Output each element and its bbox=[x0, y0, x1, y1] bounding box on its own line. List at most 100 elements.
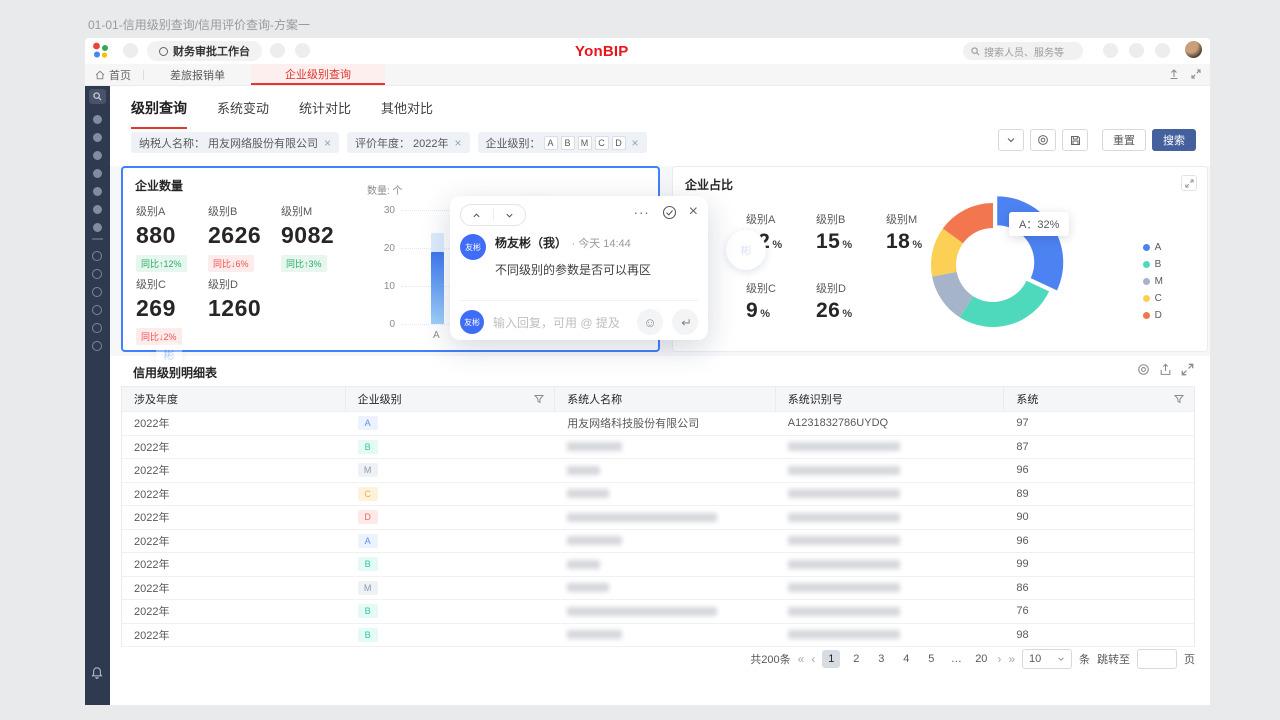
page-size-select[interactable]: 10 bbox=[1022, 649, 1072, 669]
expand-card-icon[interactable] bbox=[1181, 175, 1197, 191]
sidebar-app-icon[interactable] bbox=[92, 323, 102, 333]
stat-value: 26% bbox=[816, 299, 853, 322]
reset-button[interactable]: 重置 bbox=[1102, 129, 1146, 151]
donut-slice-C[interactable] bbox=[931, 228, 964, 277]
page-5[interactable]: 5 bbox=[928, 653, 935, 665]
column-label: 企业级别 bbox=[357, 394, 402, 406]
table-row[interactable]: 2022年 C 89 bbox=[122, 482, 1194, 506]
first-page-button[interactable]: « bbox=[797, 652, 805, 666]
next-page-button[interactable]: › bbox=[997, 652, 1002, 666]
legend-item-B[interactable]: B bbox=[1142, 256, 1163, 273]
search-button[interactable]: 搜索 bbox=[1152, 129, 1196, 151]
legend-item-C[interactable]: C bbox=[1142, 290, 1163, 307]
filter-settings-button[interactable] bbox=[1030, 129, 1056, 151]
table-row[interactable]: 2022年 D 90 bbox=[122, 506, 1194, 530]
table-row[interactable]: 2022年 A 用友网络科技股份有限公司 A1231832786UYDQ 97 bbox=[122, 412, 1194, 436]
filter-chip-level[interactable]: 企业级别： A B M C D × bbox=[477, 132, 647, 153]
sidebar-app-icon[interactable] bbox=[92, 251, 102, 261]
page-1[interactable]: 1 bbox=[822, 650, 841, 668]
tab-home[interactable]: 首页 bbox=[85, 64, 143, 85]
sidebar-app-icon[interactable] bbox=[92, 305, 102, 315]
table-row[interactable]: 2022年 B 87 bbox=[122, 435, 1194, 459]
sidebar-app-icon[interactable] bbox=[93, 151, 102, 160]
user-avatar[interactable] bbox=[1185, 41, 1202, 58]
more-actions-icon[interactable]: ··· bbox=[633, 204, 650, 220]
chip-remove-icon[interactable]: × bbox=[454, 135, 462, 150]
page-tab-统计对比[interactable]: 统计对比 bbox=[299, 101, 352, 116]
notification-bell-icon[interactable] bbox=[90, 666, 104, 680]
prev-page-button[interactable]: ‹ bbox=[811, 652, 816, 666]
stat-级别M: 级别M 9082 同比↑3% bbox=[281, 203, 334, 272]
cell-level: B bbox=[346, 600, 556, 623]
sidebar-app-icon[interactable] bbox=[93, 187, 102, 196]
fullscreen-icon[interactable] bbox=[1190, 68, 1202, 80]
chip-remove-icon[interactable]: × bbox=[631, 135, 639, 150]
sidebar-app-icon[interactable] bbox=[93, 115, 102, 124]
header-icon-placeholder[interactable] bbox=[295, 43, 310, 58]
table-row[interactable]: 2022年 M 86 bbox=[122, 576, 1194, 600]
chip-remove-icon[interactable]: × bbox=[324, 135, 332, 150]
sidebar-search-button[interactable] bbox=[89, 89, 106, 104]
next-comment-button[interactable] bbox=[494, 205, 526, 225]
tab-expense-doc[interactable]: 差旅报销单 bbox=[144, 64, 251, 85]
resolve-check-icon[interactable] bbox=[662, 205, 677, 220]
sidebar-app-icon[interactable] bbox=[92, 341, 102, 351]
tab-enterprise-level-query[interactable]: 企业级别查询 bbox=[251, 64, 385, 85]
header-icon-placeholder[interactable] bbox=[1155, 43, 1170, 58]
jump-page-input[interactable] bbox=[1137, 649, 1177, 669]
table-settings-icon[interactable] bbox=[1137, 363, 1150, 376]
filter-funnel-icon[interactable] bbox=[534, 394, 545, 404]
comment-anchor-avatar-faded[interactable]: 彬 bbox=[156, 342, 182, 368]
sidebar-app-icon[interactable] bbox=[93, 223, 102, 232]
collapse-filter-button[interactable] bbox=[998, 129, 1024, 151]
header-icon-placeholder[interactable] bbox=[1129, 43, 1144, 58]
page-tab-级别查询[interactable]: 级别查询 bbox=[131, 98, 187, 129]
legend-item-M[interactable]: M bbox=[1142, 273, 1163, 290]
sidebar-app-icon[interactable] bbox=[93, 133, 102, 142]
redacted-text bbox=[787, 512, 900, 522]
global-search-input[interactable]: 搜索人员、服务等 bbox=[963, 42, 1083, 60]
save-scheme-button[interactable] bbox=[1062, 129, 1088, 151]
filter-chip-year[interactable]: 评价年度： 2022年 × bbox=[347, 132, 470, 153]
table-row[interactable]: 2022年 M 96 bbox=[122, 459, 1194, 483]
page-tab-其他对比[interactable]: 其他对比 bbox=[381, 101, 434, 116]
donut-slice-D[interactable] bbox=[942, 203, 993, 244]
filter-funnel-icon[interactable] bbox=[1174, 394, 1184, 404]
donut-slice-M[interactable] bbox=[932, 271, 974, 318]
header-icon-placeholder[interactable] bbox=[123, 43, 138, 58]
emoji-button[interactable]: ☺ bbox=[637, 309, 663, 335]
comment-anchor-avatar[interactable]: 彬 bbox=[726, 230, 766, 270]
filter-chip-taxpayer[interactable]: 纳税人名称： 用友网络股份有限公司 × bbox=[131, 132, 340, 153]
page-tab-系统变动[interactable]: 系统变动 bbox=[217, 101, 270, 116]
legend-item-A[interactable]: A bbox=[1142, 239, 1163, 256]
table-row[interactable]: 2022年 A 96 bbox=[122, 529, 1194, 553]
table-row[interactable]: 2022年 B 76 bbox=[122, 600, 1194, 624]
collapse-up-icon[interactable] bbox=[1168, 68, 1180, 80]
sidebar-app-icon[interactable] bbox=[92, 269, 102, 279]
header-icon-placeholder[interactable] bbox=[270, 43, 285, 58]
donut-slice-B[interactable] bbox=[959, 280, 1050, 327]
donut-slice-A[interactable] bbox=[997, 196, 1064, 291]
prev-comment-button[interactable] bbox=[461, 205, 493, 225]
expand-table-icon[interactable] bbox=[1181, 363, 1194, 376]
close-icon[interactable]: × bbox=[688, 203, 698, 220]
page-4[interactable]: 4 bbox=[903, 653, 910, 665]
page-2[interactable]: 2 bbox=[853, 653, 860, 665]
bar-A[interactable] bbox=[431, 251, 444, 324]
last-page-button[interactable]: » bbox=[1008, 652, 1015, 666]
left-sidebar bbox=[85, 86, 110, 705]
sidebar-app-icon[interactable] bbox=[93, 169, 102, 178]
legend-item-D[interactable]: D bbox=[1142, 307, 1163, 324]
page-3[interactable]: 3 bbox=[878, 653, 885, 665]
table-row[interactable]: 2022年 B 98 bbox=[122, 623, 1194, 647]
workspace-switcher[interactable]: 财务审批工作台 bbox=[147, 41, 262, 61]
reply-input[interactable]: 输入回复，可用 @ 提及 bbox=[493, 315, 620, 330]
header-icon-placeholder[interactable] bbox=[1103, 43, 1118, 58]
sidebar-app-icon[interactable] bbox=[92, 287, 102, 297]
table-row[interactable]: 2022年 B 99 bbox=[122, 553, 1194, 577]
page-20[interactable]: 20 bbox=[975, 653, 988, 665]
export-icon[interactable] bbox=[1159, 363, 1172, 376]
send-reply-button[interactable] bbox=[672, 309, 698, 335]
sidebar-app-icon[interactable] bbox=[93, 205, 102, 214]
